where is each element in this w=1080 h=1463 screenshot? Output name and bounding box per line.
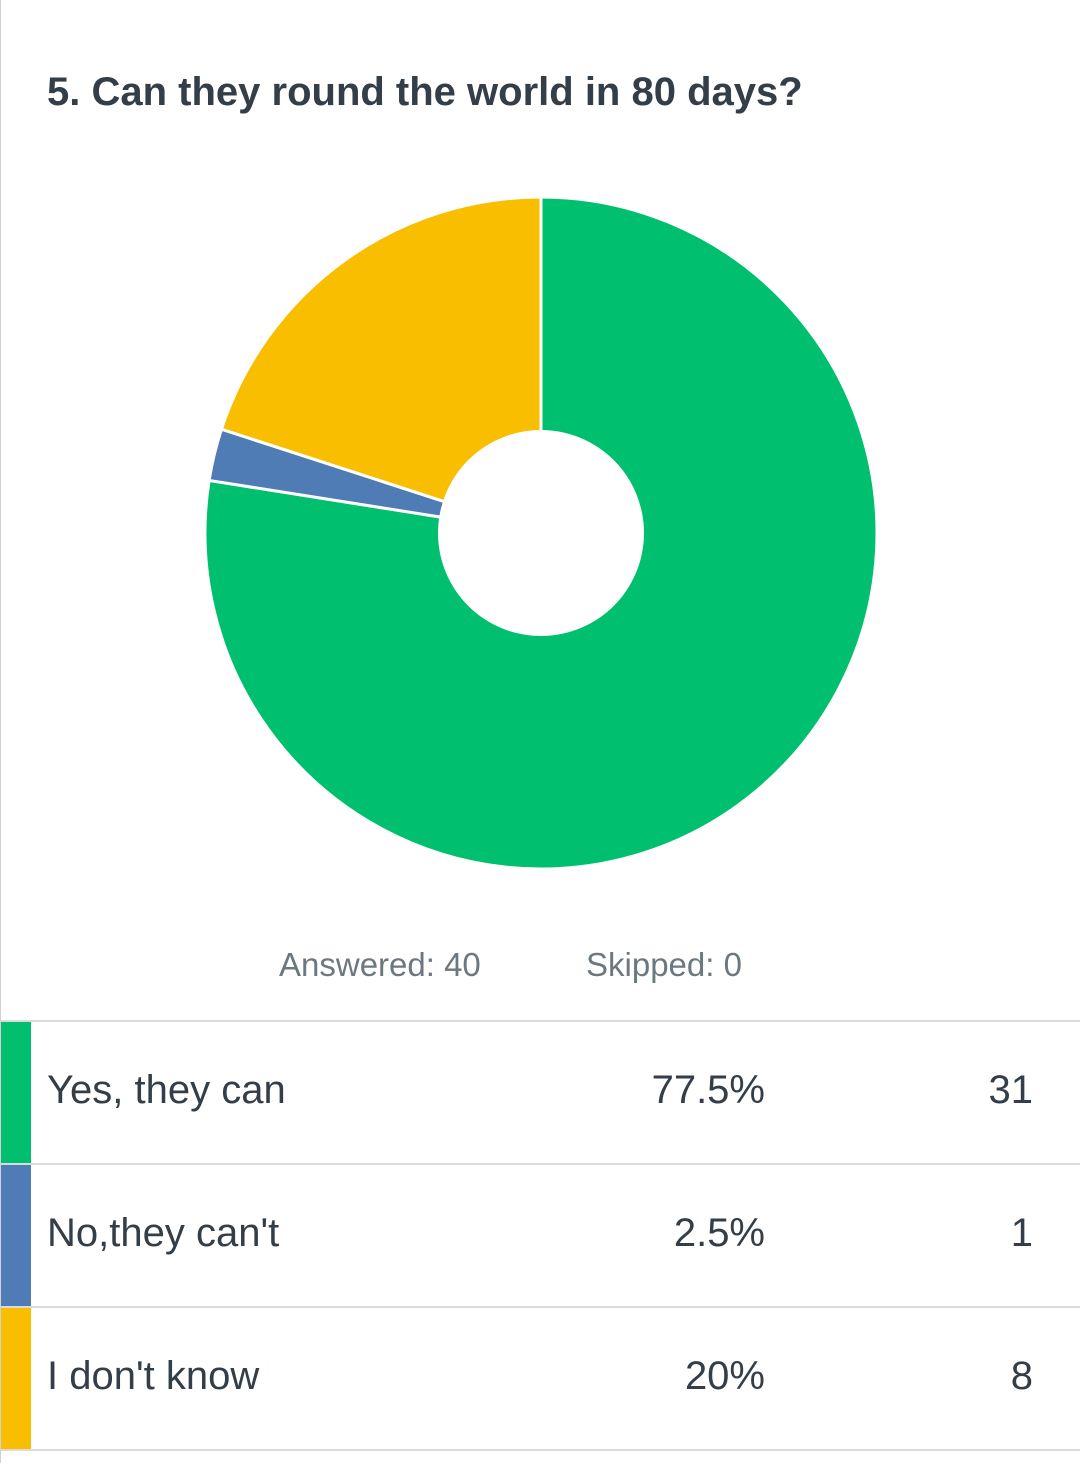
answer-count: 8 (1010, 1354, 1033, 1398)
answer-percent: 2.5% (673, 1211, 765, 1255)
answer-label: Yes, they can (47, 1068, 286, 1112)
answer-percent: 77.5% (651, 1068, 765, 1112)
swatch-no (1, 1165, 31, 1306)
swatch-yes (1, 1022, 31, 1163)
answer-table: Yes, they can 77.5% 31 No,they can't 2.5… (1, 1020, 1080, 1451)
swatch-dont-know (1, 1308, 31, 1449)
answer-count: 1 (1010, 1211, 1033, 1255)
answer-row-dont-know: I don't know 20% 8 (1, 1308, 1080, 1451)
skipped-count: Skipped: 0 (586, 946, 742, 983)
answered-count: Answered: 40 (279, 946, 481, 983)
response-counts: Answered: 40 Skipped: 0 (1, 946, 1080, 990)
answer-row-yes: Yes, they can 77.5% 31 (1, 1022, 1080, 1165)
donut-hole (438, 430, 644, 636)
answer-percent: 20% (684, 1354, 765, 1398)
answer-row-no: No,they can't 2.5% 1 (1, 1165, 1080, 1308)
question-title: 5. Can they round the world in 80 days? (47, 70, 803, 114)
donut-slice-dont-know (219, 195, 543, 536)
answer-count: 31 (988, 1068, 1034, 1112)
answer-label: No,they can't (47, 1211, 280, 1255)
answer-label: I don't know (47, 1354, 260, 1398)
donut-chart (203, 195, 879, 871)
